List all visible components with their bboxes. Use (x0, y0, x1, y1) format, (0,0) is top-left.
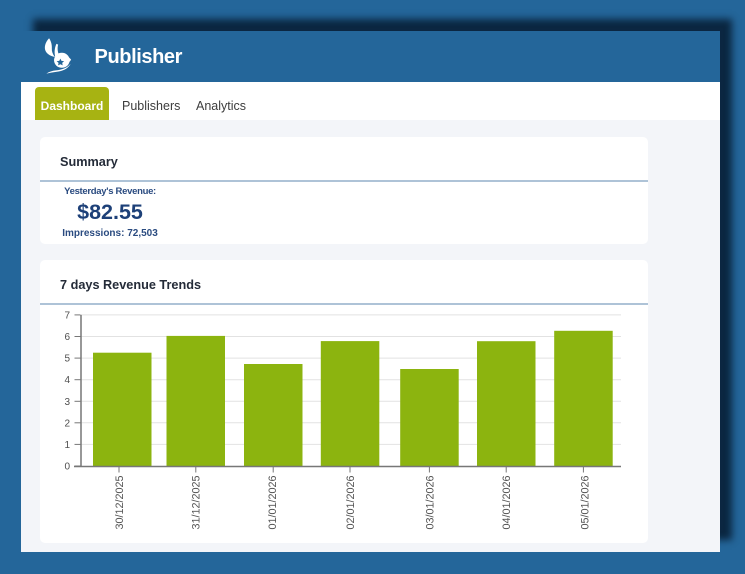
svg-text:01/01/2026: 01/01/2026 (267, 476, 279, 530)
svg-text:5: 5 (64, 354, 70, 365)
svg-text:04/01/2026: 04/01/2026 (501, 476, 513, 530)
svg-text:02/01/2026: 02/01/2026 (345, 476, 357, 530)
svg-text:1: 1 (64, 440, 70, 451)
svg-text:3: 3 (64, 397, 70, 408)
svg-text:0: 0 (64, 462, 70, 473)
svg-text:30/12/2025: 30/12/2025 (114, 476, 126, 530)
svg-text:05/01/2026: 05/01/2026 (579, 476, 591, 530)
svg-text:2: 2 (64, 418, 70, 429)
svg-text:31/12/2025: 31/12/2025 (191, 476, 203, 530)
svg-text:6: 6 (64, 332, 70, 343)
svg-text:7: 7 (64, 310, 70, 321)
svg-text:03/01/2026: 03/01/2026 (424, 476, 436, 530)
svg-text:4: 4 (64, 375, 70, 386)
